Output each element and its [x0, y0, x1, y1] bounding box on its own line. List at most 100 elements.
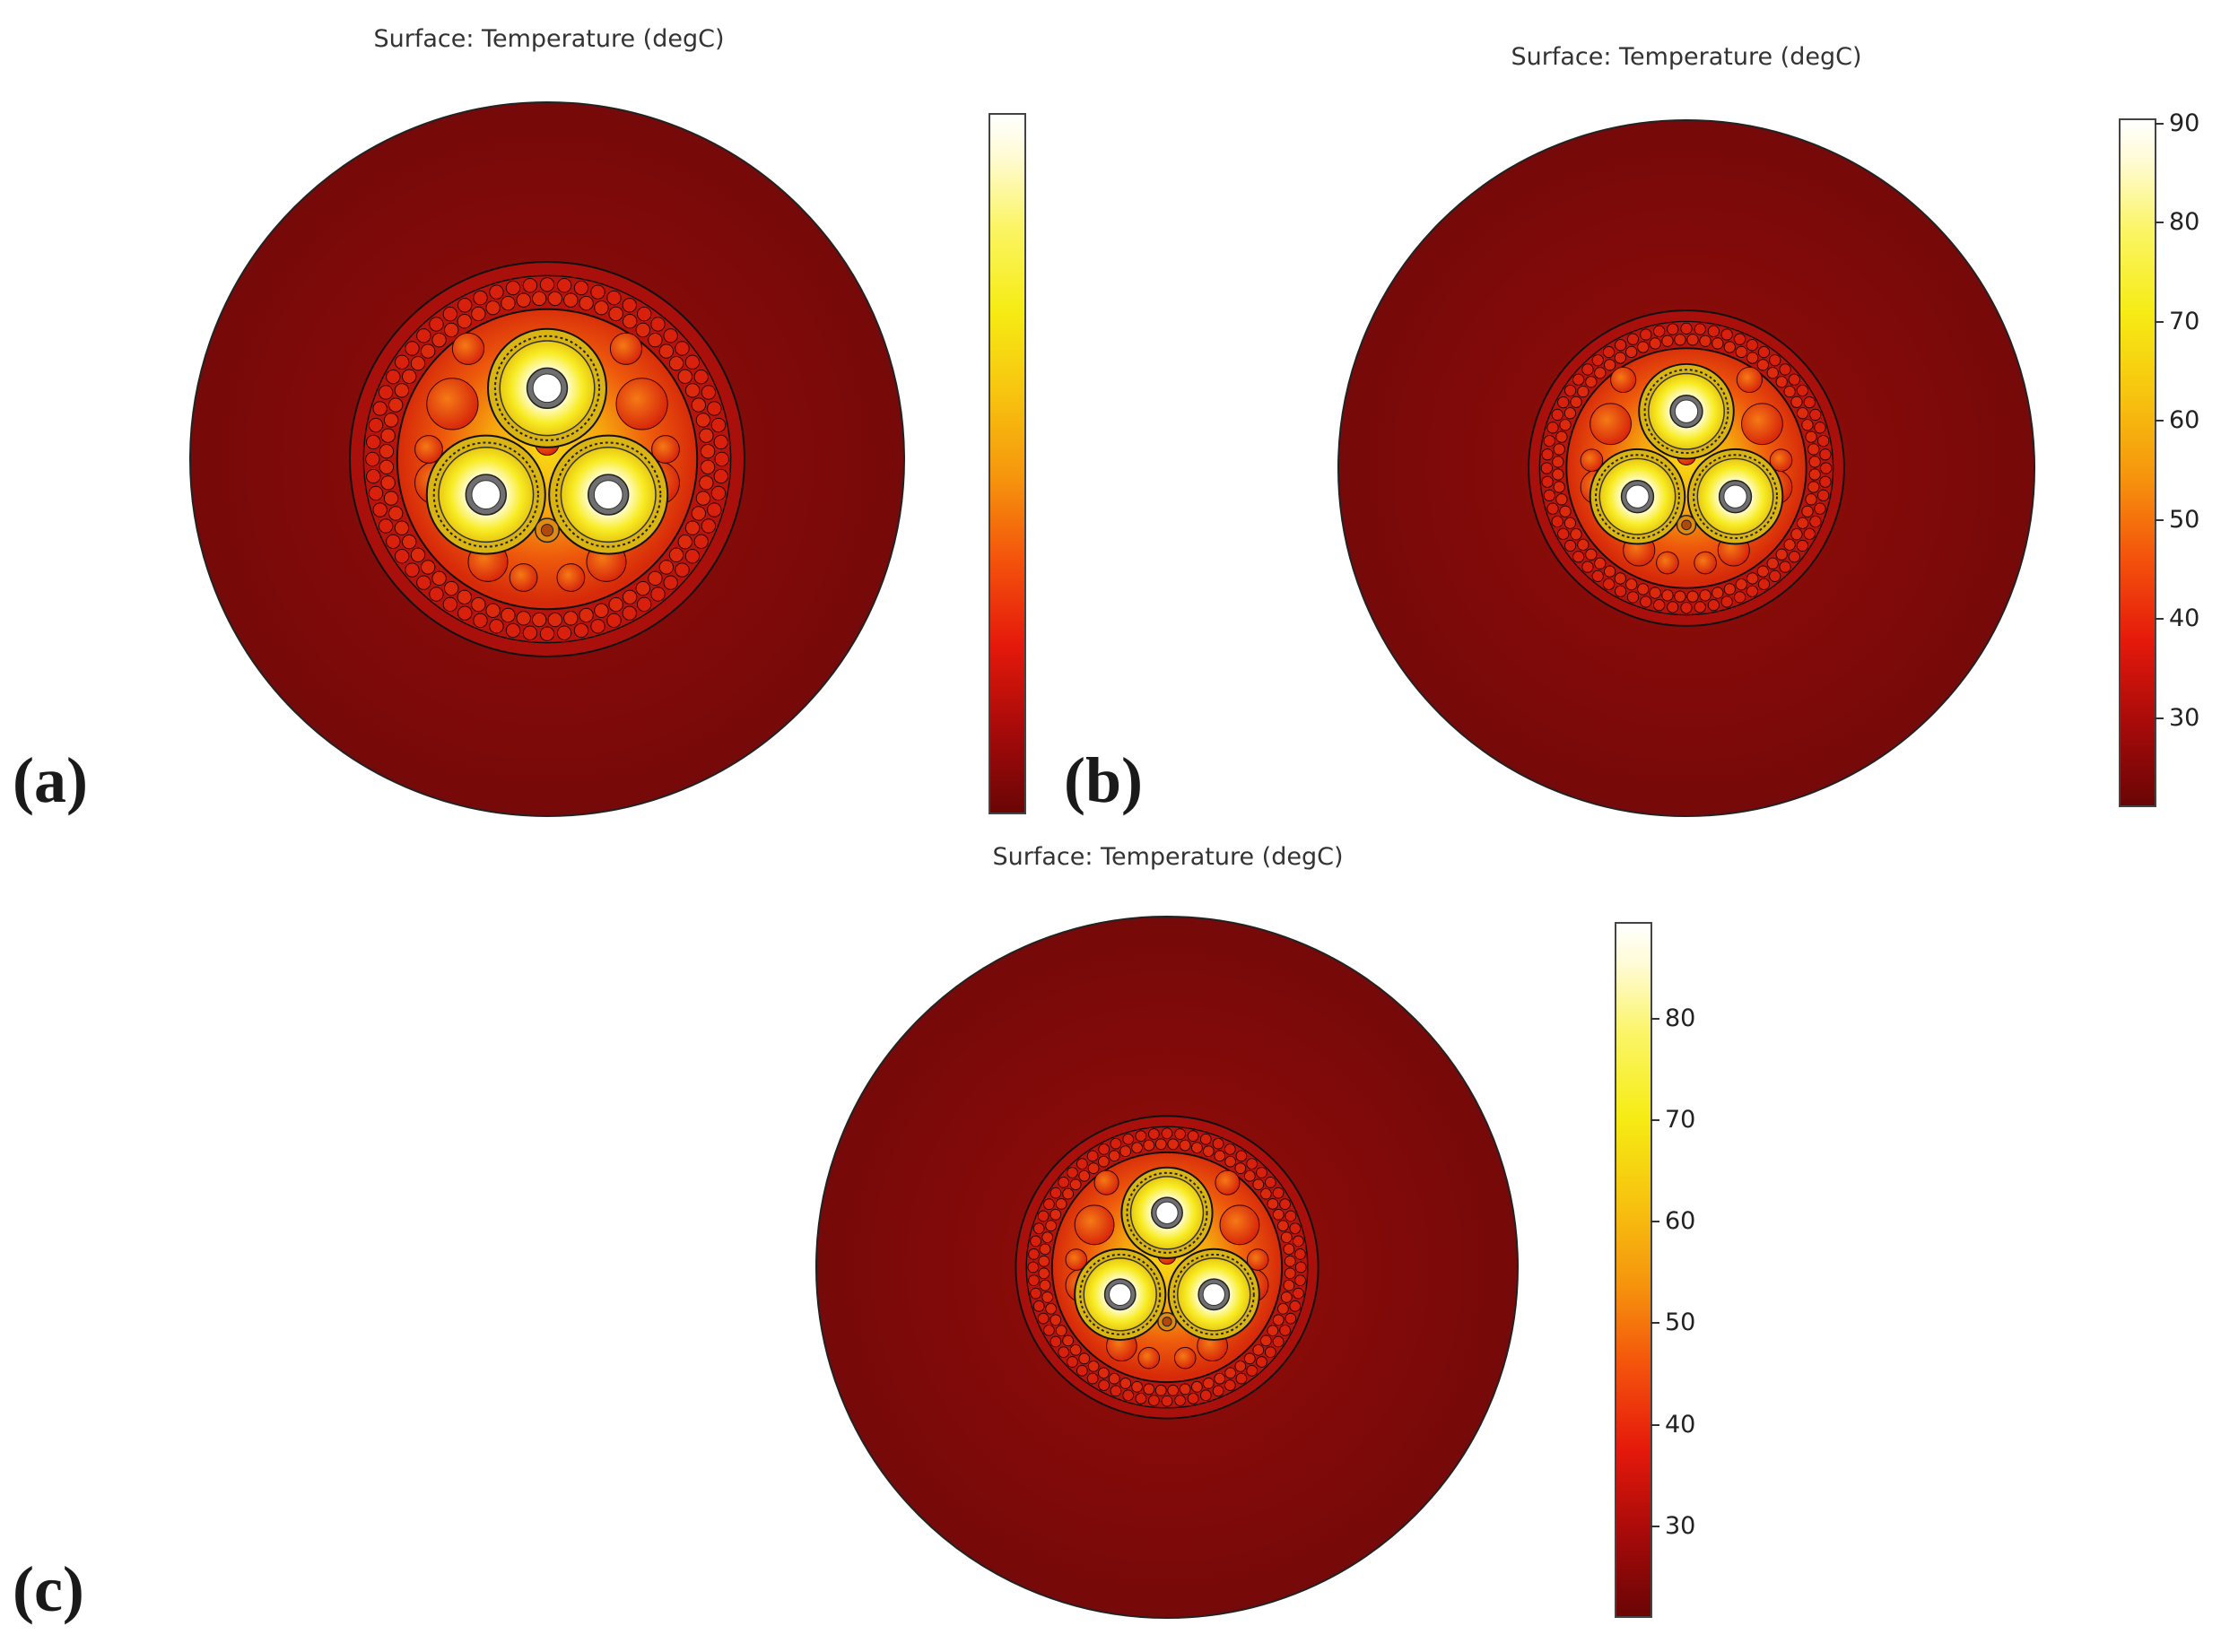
armour-wire — [579, 607, 594, 623]
armour-wire — [1272, 1208, 1285, 1221]
armour-wire — [402, 369, 417, 385]
colorbar-tick-mark — [1651, 1221, 1659, 1223]
armour-wire — [1243, 1169, 1256, 1182]
filler — [1215, 1169, 1241, 1196]
colorbar-tick-mark — [1651, 1118, 1659, 1121]
armour-wire — [1581, 363, 1594, 376]
armour-wire — [608, 596, 623, 613]
armour-wire — [386, 534, 401, 549]
conductor-center — [1202, 1282, 1225, 1306]
panel-c-colorbar — [1615, 922, 1652, 1618]
panel-c-title: Surface: Temperature (degC) — [992, 843, 1344, 871]
armour-wire — [1640, 596, 1652, 608]
armour-wire — [635, 322, 651, 338]
armour-wire — [1723, 583, 1736, 596]
armour-wire — [1674, 334, 1686, 346]
armour-wire — [675, 562, 690, 578]
filler — [1219, 1204, 1260, 1246]
armour-wire — [1680, 602, 1693, 614]
armour-wire — [700, 444, 716, 459]
core-screen — [1079, 1253, 1162, 1335]
core-screen — [1172, 1253, 1255, 1335]
armour-wire — [707, 401, 722, 416]
armour-wire — [402, 534, 417, 550]
armour-wire — [1224, 1379, 1236, 1391]
armour-wire — [1041, 1231, 1054, 1244]
armour-wire — [1272, 1314, 1285, 1326]
armour-wire — [1686, 334, 1699, 346]
armour-wire — [1614, 585, 1627, 597]
armour-wire — [1808, 456, 1821, 468]
armour-wire — [1264, 1176, 1276, 1188]
armour-wire — [1028, 1274, 1040, 1287]
armour-wire — [1735, 345, 1747, 359]
armour-wire — [1276, 1302, 1289, 1315]
armour-wire — [1087, 1162, 1100, 1175]
armour-wire — [1235, 1150, 1248, 1162]
filler — [509, 563, 538, 592]
colorbar-tick-label: 30 — [2169, 703, 2200, 732]
armour-wire — [1783, 538, 1796, 552]
armour-wire — [379, 459, 395, 474]
armour-wire — [473, 290, 488, 306]
armour-wire — [1235, 1372, 1248, 1385]
armour-wire — [1602, 345, 1616, 359]
armour-wire — [677, 534, 692, 550]
armour-wire — [1603, 565, 1616, 578]
armour-wire — [388, 506, 404, 521]
armour-wire — [594, 603, 609, 619]
armour-wire — [1256, 1167, 1267, 1178]
armour-wire — [1069, 1178, 1082, 1191]
armour-wire — [556, 278, 572, 293]
filler — [1065, 1248, 1088, 1271]
armour-wire — [693, 534, 709, 549]
armour-wire — [485, 300, 501, 316]
armour-wire — [693, 370, 709, 385]
armour-wire — [1808, 468, 1821, 481]
armour-wire — [1577, 385, 1590, 398]
armour-wire — [1032, 1300, 1045, 1312]
armour-wire — [1543, 434, 1555, 448]
armour-wire — [1540, 462, 1553, 474]
armour-wire — [1234, 1360, 1247, 1372]
panel-a-colorbar — [989, 113, 1026, 814]
filler — [426, 378, 479, 430]
armour-wire — [622, 298, 637, 313]
armour-wire — [650, 587, 666, 602]
filler — [609, 332, 643, 365]
armour-wire — [1626, 591, 1640, 604]
armour-wire — [1279, 1198, 1291, 1211]
armour-wire — [416, 328, 431, 343]
armour-wire — [1551, 408, 1563, 422]
armour-wire — [1224, 1367, 1237, 1379]
armour-wire — [1652, 325, 1666, 337]
armour-wire — [1030, 1235, 1042, 1248]
armour-wire — [1557, 396, 1570, 409]
armour-wire — [547, 612, 562, 628]
armour-wire — [368, 417, 384, 433]
armour-wire — [516, 292, 531, 308]
armour-wire — [1190, 1380, 1203, 1393]
armour-wire — [1289, 1222, 1302, 1235]
filler — [651, 435, 680, 464]
armour-wire — [1585, 548, 1598, 561]
armour-wire — [1285, 1312, 1297, 1325]
armour-wire — [485, 603, 501, 619]
armour-wire — [1154, 1138, 1167, 1151]
conductor-center — [532, 373, 562, 404]
armour-wire — [1131, 1142, 1144, 1154]
armour-wire — [1110, 1137, 1122, 1150]
colorbar-tick-mark — [2155, 122, 2164, 125]
armour-wire — [1557, 527, 1570, 541]
armour-wire — [405, 341, 420, 356]
armour-wire — [1553, 481, 1565, 493]
armour-wire — [1553, 443, 1565, 456]
armour-wire — [1769, 354, 1781, 367]
armour-wire — [658, 343, 675, 359]
armour-wire — [1086, 1150, 1099, 1162]
armour-wire — [1284, 1255, 1296, 1267]
armour-wire — [1154, 1384, 1167, 1396]
armour-wire — [1733, 333, 1746, 345]
armour-wire — [1058, 1176, 1070, 1188]
armour-wire — [658, 560, 675, 575]
